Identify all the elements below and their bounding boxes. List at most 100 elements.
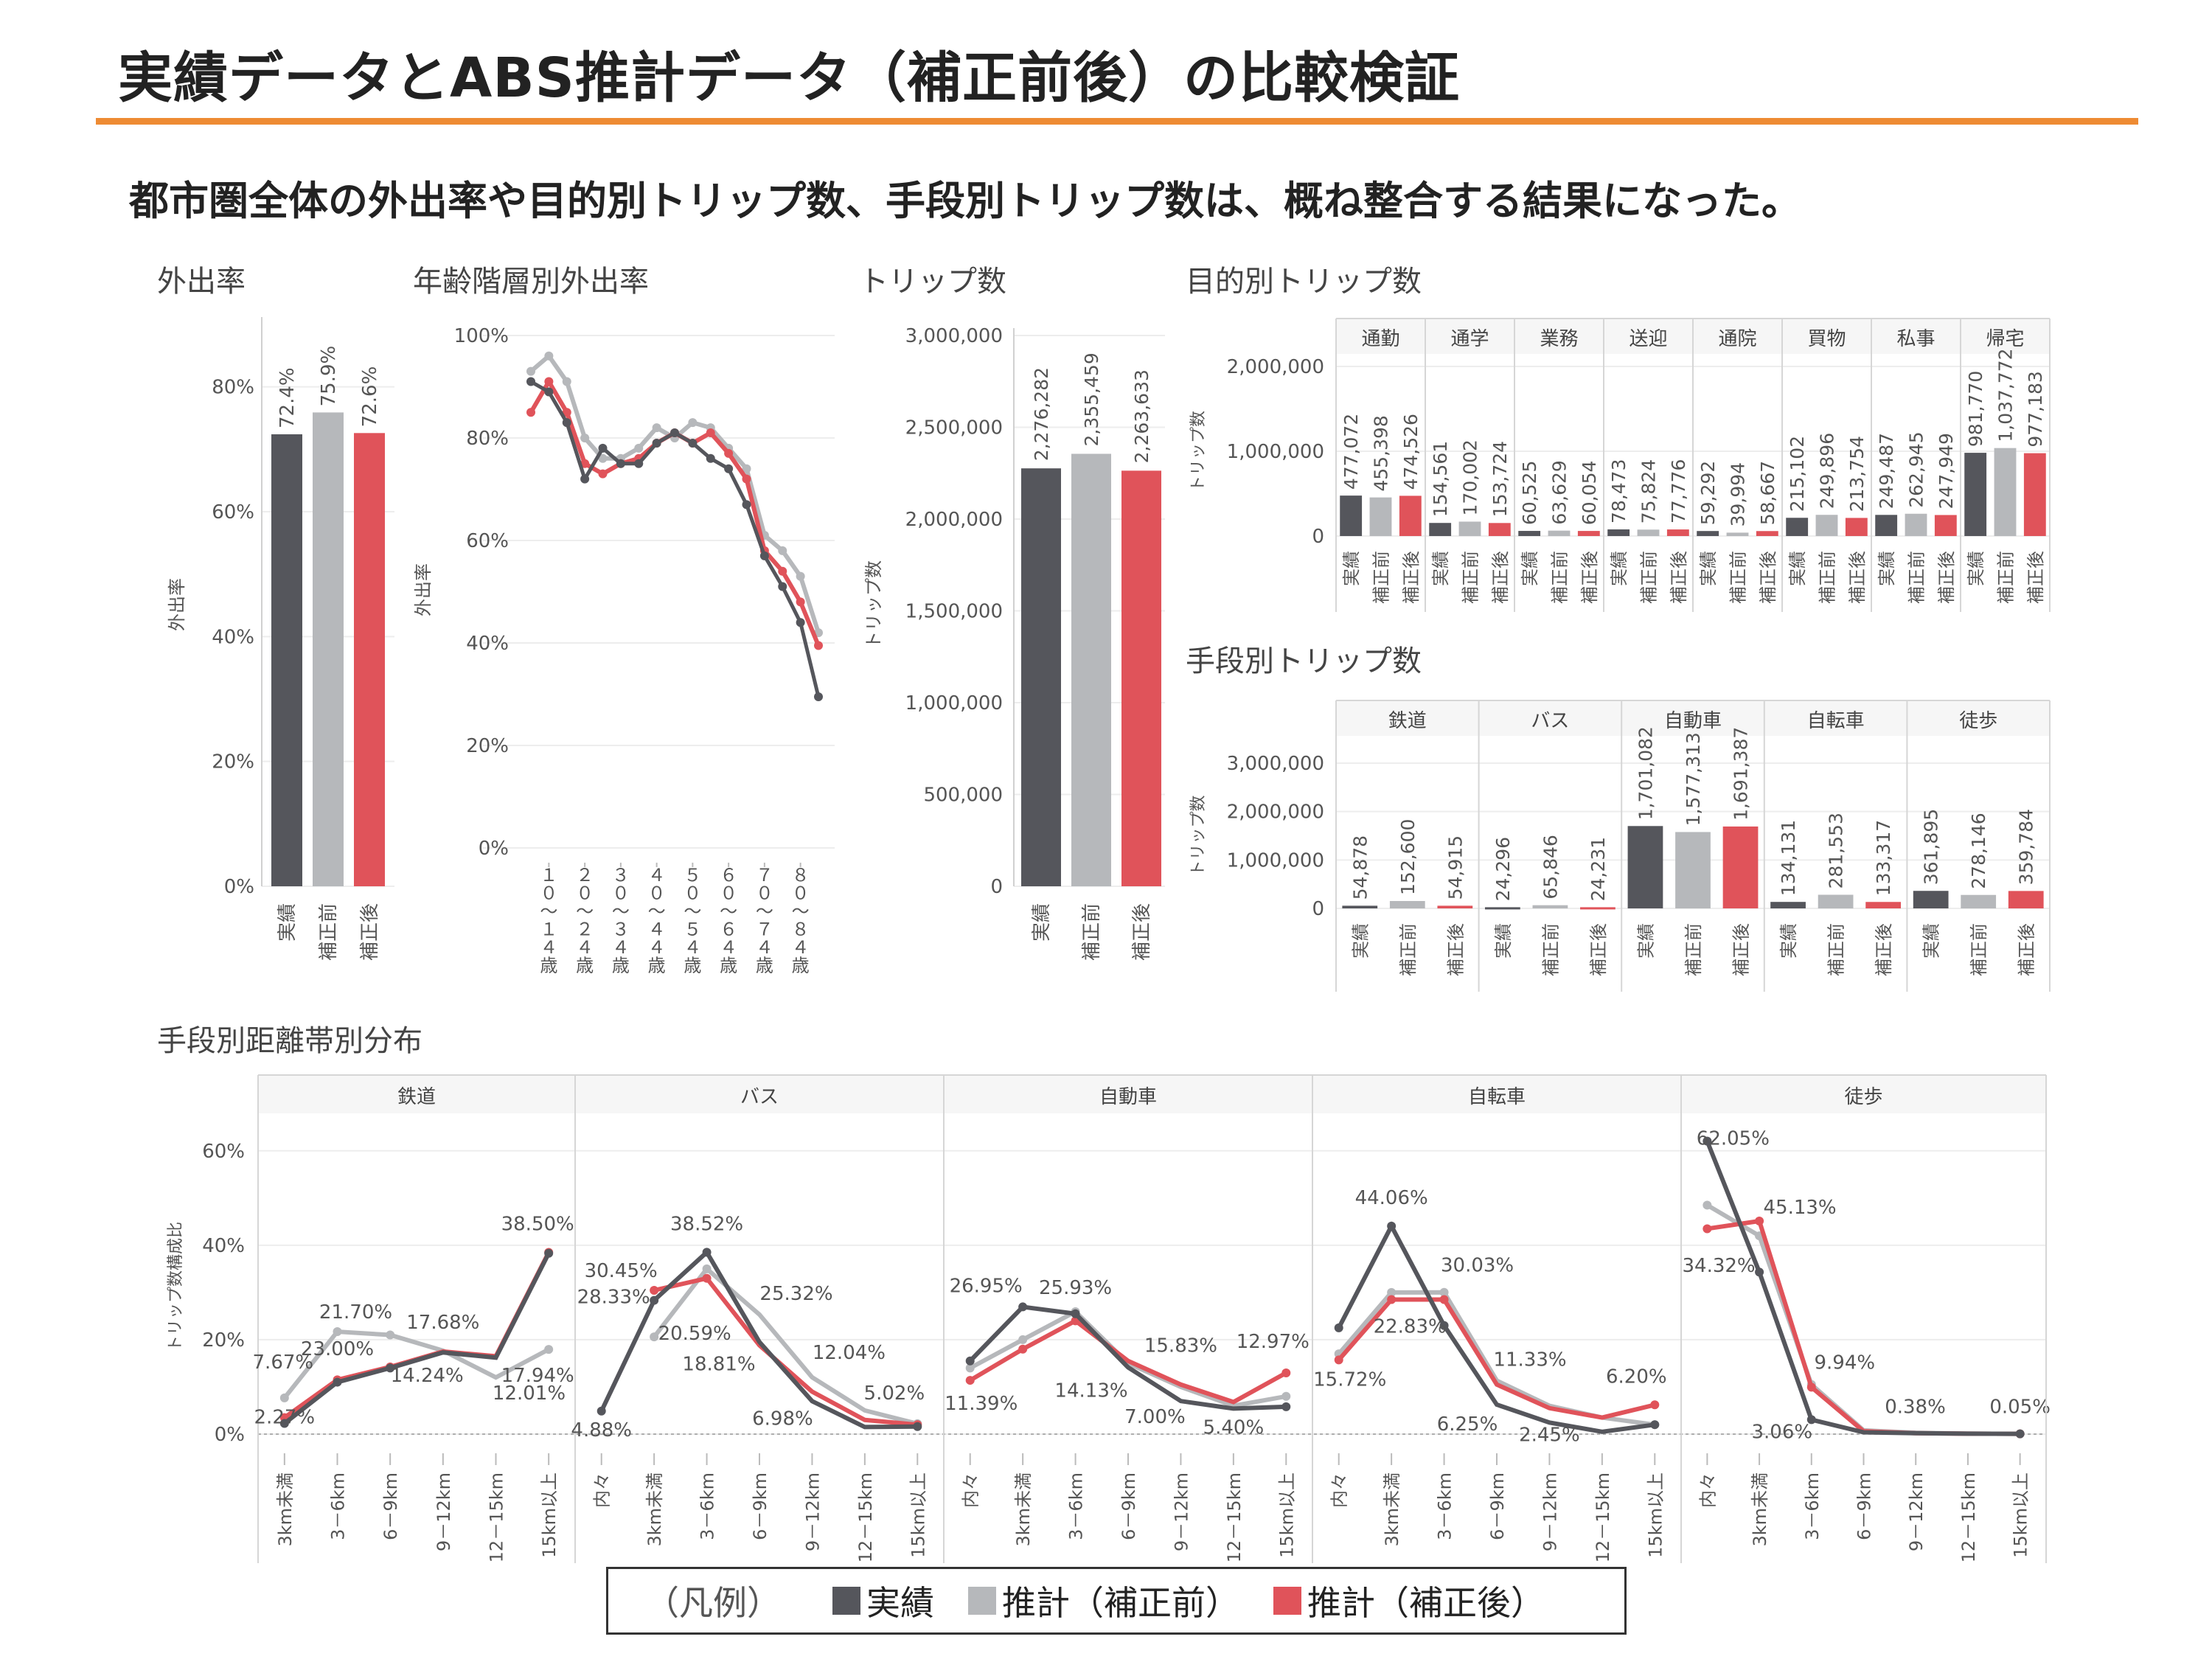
age-ytick-label: 20%: [466, 735, 509, 757]
mode-bar-label: 361,895: [1921, 809, 1942, 885]
mode-ytick-label: 1,000,000: [1227, 849, 1324, 872]
distance-annotation: 22.83%: [1374, 1316, 1447, 1338]
mode-bar-label: 54,915: [1444, 835, 1466, 900]
distance-xtick-label: 内々: [1329, 1472, 1350, 1508]
purpose-bar-label: 247,949: [1935, 433, 1957, 509]
distance-annotation: 38.50%: [501, 1213, 574, 1235]
distance-annotation: 7.67%: [253, 1352, 314, 1374]
distance-panel-title: 徒歩: [1844, 1086, 1882, 1108]
trips-bar-label: 2,263,633: [1131, 369, 1152, 463]
legend-label-after: 推計（補正後）: [1307, 1583, 1545, 1623]
mode-bar: [1580, 907, 1615, 910]
distance-annotation: 15.72%: [1313, 1368, 1386, 1391]
distance-xtick-label: 12－15km: [487, 1472, 507, 1562]
distance-point-after: [1387, 1295, 1397, 1304]
charts-canvas: 外出率 0% 20% 40% 60% 80% 外出率 72.4% 実績 75.9% 補正前 72.6%…: [157, 265, 2051, 1563]
distance-annotation: 23.00%: [301, 1338, 374, 1360]
age-ylabel: 外出率: [413, 563, 434, 616]
distance-xtick-label: 15km以上: [539, 1472, 560, 1558]
distance-point-before: [1703, 1200, 1712, 1210]
distance-point-before: [702, 1264, 712, 1273]
distance-point-before: [544, 1345, 554, 1354]
purpose-xtick-label: 実績: [1609, 551, 1630, 586]
age-point-actual: [706, 453, 715, 463]
purpose-bar-label: 249,487: [1876, 433, 1897, 509]
trips-bar: [1121, 470, 1161, 886]
purpose-xtick-label: 補正後: [1936, 551, 1957, 604]
distance-annotation: 30.45%: [585, 1260, 658, 1282]
purpose-xtick-label: 実績: [1520, 551, 1540, 586]
mode-chart-title: 手段別トリップ数: [1186, 644, 1422, 678]
distance-point-actual: [333, 1377, 342, 1387]
distance-point-actual: [1281, 1402, 1291, 1411]
mode-bar: [1532, 905, 1568, 908]
outing-bar: [313, 412, 344, 886]
purpose-bar-label: 63,629: [1549, 460, 1571, 524]
distance-annotation: 0.05%: [1989, 1397, 2051, 1419]
distance-annotation: 4.88%: [571, 1419, 632, 1441]
distance-point-actual: [1650, 1420, 1660, 1430]
purpose-bar: [1488, 523, 1511, 536]
age-point-actual: [580, 474, 590, 484]
distance-annotation: 11.39%: [945, 1393, 1018, 1415]
mode-xtick-label: 実績: [1493, 923, 1514, 959]
age-point-before: [796, 571, 805, 581]
distance-xtick-label: 内々: [961, 1472, 981, 1508]
purpose-bar-label: 75,824: [1638, 459, 1660, 524]
mode-xtick-label: 補正後: [2017, 923, 2037, 976]
distance-annotation: 6.98%: [752, 1408, 813, 1430]
age-ytick-label: 40%: [466, 633, 509, 655]
distance-line-before: [1705, 1203, 2020, 1436]
age-point-before: [778, 546, 787, 555]
purpose-bar: [1994, 448, 2017, 536]
distance-point-after: [1334, 1355, 1343, 1365]
trips-ytick-label: 500,000: [923, 785, 1003, 807]
purpose-bar-label: 455,398: [1371, 415, 1392, 491]
distance-annotation: 44.06%: [1355, 1187, 1428, 1209]
age-point-actual: [796, 618, 805, 627]
purpose-ylabel: トリップ数: [1189, 411, 1208, 492]
mode-bar: [2008, 891, 2044, 908]
purpose-xtick-label: 補正後: [1847, 551, 1868, 604]
legend-item-after: 推計（補正後）: [1273, 1576, 1545, 1625]
trips-bar-label: 2,276,282: [1031, 367, 1052, 461]
legend-swatch-after: [1273, 1587, 1301, 1615]
age-point-actual: [598, 443, 608, 453]
outing-chart-title: 外出率: [157, 265, 246, 299]
purpose-panel-title: 通院: [1718, 328, 1756, 350]
purpose-chart-title: 目的別トリップ数: [1186, 265, 1422, 299]
distance-annotation: 30.03%: [1441, 1255, 1514, 1277]
mode-bar-label: 152,600: [1397, 819, 1419, 895]
purpose-panel-title: 帰宅: [1986, 328, 2024, 350]
age-point-actual: [526, 377, 535, 386]
purpose-bar: [1934, 515, 1957, 536]
purpose-bar: [1756, 531, 1778, 536]
distance-line-after: [1706, 1218, 2020, 1436]
distance-annotation: 12.04%: [813, 1342, 886, 1364]
legend-label-before: 推計（補正前）: [1002, 1583, 1239, 1623]
age-point-after: [814, 641, 823, 650]
purpose-xtick-label: 補正前: [1996, 551, 2017, 604]
purpose-ytick-label: 1,000,000: [1227, 441, 1324, 463]
purpose-bar: [1399, 495, 1422, 536]
purpose-xtick-label: 補正前: [1371, 551, 1392, 604]
age-xtick-label: ７０～７４歳: [756, 865, 773, 975]
purpose-bar-label: 78,473: [1608, 459, 1630, 523]
distance-xtick-label: 3－6km: [1802, 1472, 1823, 1540]
age-point-actual: [616, 459, 625, 468]
purpose-bar-label: 153,724: [1489, 441, 1511, 517]
distance-ytick-label: 0%: [215, 1424, 245, 1446]
trips-xtick-label: 補正後: [1131, 903, 1153, 961]
legend-swatch-actual: [832, 1587, 860, 1615]
distance-ytick-label: 60%: [202, 1141, 245, 1163]
distance-annotation: 38.52%: [670, 1213, 743, 1235]
mode-xtick-label: 補正前: [1398, 923, 1419, 976]
purpose-xtick-label: 実績: [1966, 551, 1986, 586]
age-point-before: [544, 351, 554, 361]
distance-xtick-label: 内々: [592, 1472, 613, 1508]
purpose-panel-title: 業務: [1540, 328, 1578, 350]
distance-annotation: 26.95%: [950, 1275, 1023, 1297]
legend-item-before: 推計（補正前）: [968, 1576, 1239, 1625]
distance-annotation: 12.97%: [1237, 1331, 1310, 1353]
purpose-bar-label: 981,770: [1965, 371, 1986, 447]
